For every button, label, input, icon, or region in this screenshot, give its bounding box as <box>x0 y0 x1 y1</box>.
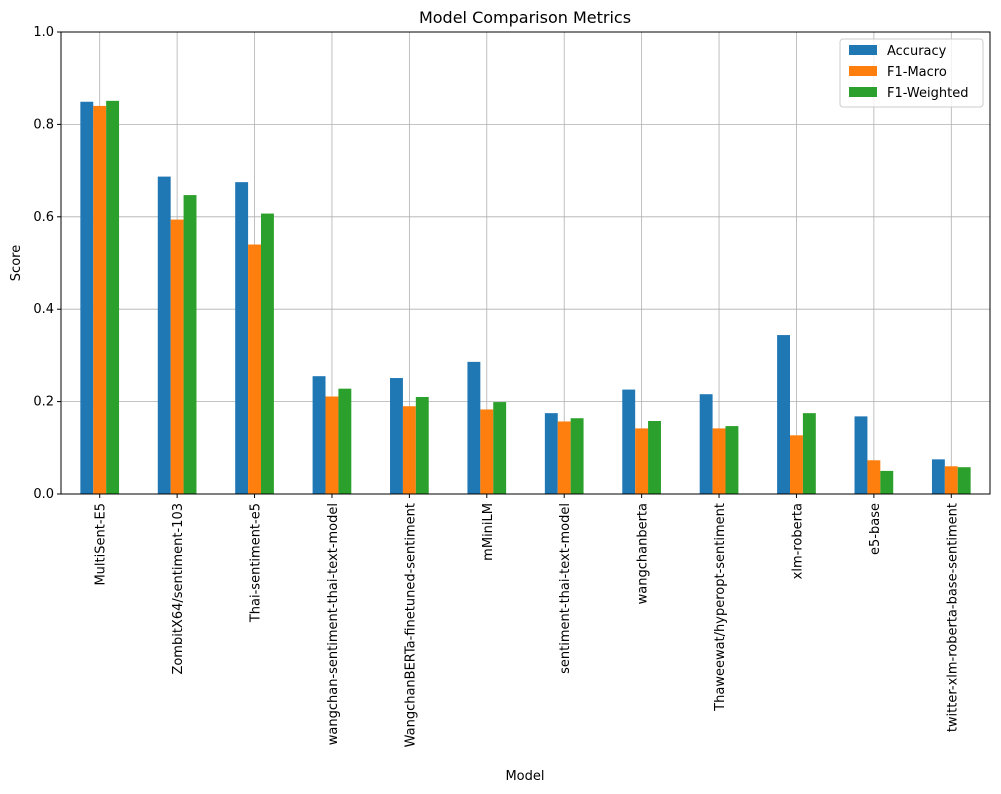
bar-accuracy <box>235 182 249 494</box>
bar-f1-weighted <box>106 100 120 494</box>
bar-accuracy <box>390 378 403 494</box>
bar-f1-macro <box>480 409 494 494</box>
bar-f1-macro <box>635 428 649 494</box>
x-tick-label: xlm-roberta <box>790 503 805 579</box>
bar-f1-weighted <box>570 418 584 494</box>
legend-swatch <box>849 66 877 76</box>
legend-entry: F1-Weighted <box>887 86 968 101</box>
y-tick-label: 0.0 <box>33 487 54 502</box>
bar-accuracy <box>699 394 713 494</box>
y-axis-ticks: 0.0 0.2 0.4 0.6 0.8 1.0 <box>33 25 61 502</box>
bar-f1-macro <box>248 244 261 494</box>
bar-f1-macro <box>170 219 184 494</box>
x-tick-label: WangchanBERTa-finetuned-sentiment <box>403 503 418 747</box>
x-tick-label: twitter-xlm-roberta-base-sentiment <box>945 503 960 732</box>
x-tick-label: ZombitX64/sentiment-103 <box>171 503 186 675</box>
bar-accuracy <box>777 335 791 494</box>
bar-f1-macro <box>557 421 571 494</box>
bar-f1-macro <box>790 435 803 494</box>
legend-swatch <box>849 87 877 97</box>
x-tick-label: wangchanberta <box>636 503 651 604</box>
bar-f1-weighted <box>338 388 352 494</box>
plot-frame <box>60 31 991 495</box>
bar-accuracy <box>312 376 326 494</box>
bar-f1-weighted <box>957 467 971 494</box>
bar-f1-weighted <box>260 213 274 495</box>
x-tick-label: MultiSent-E5 <box>94 503 109 586</box>
x-axis-label: Model <box>505 769 544 784</box>
bar-f1-macro <box>944 466 958 494</box>
y-tick-label: 1.0 <box>33 25 54 40</box>
bar-accuracy <box>544 413 558 494</box>
bar-f1-macro <box>712 428 726 494</box>
bar-accuracy <box>622 389 636 494</box>
legend: Accuracy F1-Macro F1-Weighted <box>839 38 984 108</box>
bar-accuracy <box>854 416 868 494</box>
y-tick-label: 0.2 <box>33 395 54 410</box>
y-tick-label: 0.6 <box>33 210 54 225</box>
y-tick-label: 0.4 <box>33 302 54 317</box>
legend-entry: Accuracy <box>887 44 947 59</box>
bar-f1-macro <box>325 396 339 494</box>
x-tick-label: mMiniLM <box>481 503 496 561</box>
bar-f1-weighted <box>415 396 429 494</box>
bar-f1-macro <box>402 406 416 494</box>
bar-accuracy <box>467 361 481 494</box>
bar-f1-macro <box>93 105 107 495</box>
bars <box>80 100 971 495</box>
x-tick-label: Thai-sentiment-e5 <box>249 503 264 623</box>
x-tick-label: sentiment-thai-text-model <box>558 503 573 674</box>
bar-accuracy <box>931 459 945 494</box>
x-tick-label: e5-base <box>868 503 883 555</box>
bar-f1-weighted <box>802 413 816 494</box>
bar-f1-weighted <box>648 421 661 494</box>
bar-f1-weighted <box>880 470 894 494</box>
x-tick-label: Thaweewat/hyperopt-sentiment <box>713 503 728 712</box>
x-axis-ticks: MultiSent-E5 ZombitX64/sentiment-103 Thai-… <box>94 494 960 747</box>
legend-entry: F1-Macro <box>887 65 947 80</box>
y-tick-label: 0.8 <box>33 117 54 132</box>
chart-title: Model Comparison Metrics <box>419 8 631 27</box>
bar-f1-weighted <box>493 402 507 494</box>
legend-swatch <box>849 45 877 55</box>
x-tick-label: wangchan-sentiment-thai-text-model <box>326 503 341 745</box>
y-axis-label: Score <box>9 245 24 281</box>
bar-f1-weighted <box>183 195 197 494</box>
bar-f1-macro <box>867 460 881 494</box>
bar-accuracy <box>80 101 94 495</box>
bar-f1-weighted <box>725 426 739 494</box>
bar-accuracy <box>157 176 171 494</box>
